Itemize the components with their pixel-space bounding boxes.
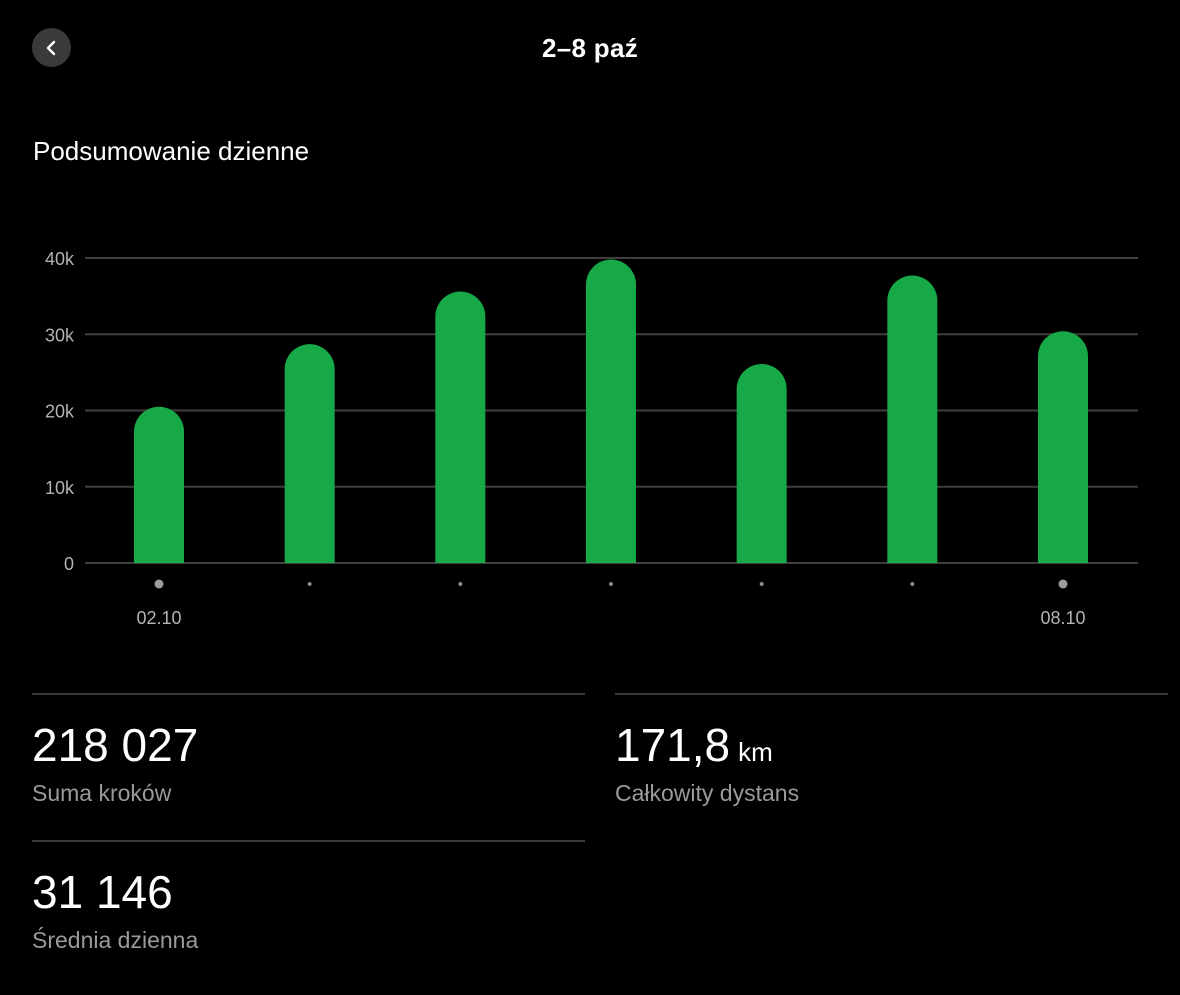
- total-steps-value: 218 027: [32, 719, 199, 771]
- x-tick-label: 02.10: [136, 608, 181, 628]
- y-tick-label: 0: [64, 554, 74, 574]
- x-tick-dot: [910, 582, 915, 586]
- stats-divider-top-left: [32, 693, 585, 695]
- total-steps-label: Suma kroków: [32, 780, 172, 806]
- bar-08.10[interactable]: [1038, 331, 1088, 563]
- back-button[interactable]: [32, 28, 71, 67]
- total-distance-value: 171,8: [615, 719, 731, 771]
- y-tick-label: 20k: [45, 402, 75, 422]
- bar-02.10[interactable]: [134, 406, 184, 563]
- bar-03.10[interactable]: [284, 344, 335, 563]
- y-tick-label: 40k: [45, 249, 75, 269]
- chevron-left-icon: [45, 40, 59, 56]
- x-axis-markers: [154, 579, 1068, 589]
- stat-total-distance: 171,8 km Całkowity dystans: [615, 722, 799, 807]
- daily-average-label: Średnia dzienna: [32, 927, 199, 953]
- y-axis-ticks: 0 10k 20k 30k 40k: [45, 249, 75, 574]
- stats-divider-middle-left: [32, 840, 585, 842]
- x-tick-dot: [307, 582, 312, 586]
- stats-divider-top-right: [615, 693, 1168, 695]
- x-axis-labels: 02.10 08.10: [136, 608, 1085, 628]
- total-distance-label: Całkowity dystans: [615, 780, 800, 806]
- page-title: 2–8 paź: [541, 33, 639, 63]
- total-distance-unit: km: [738, 737, 773, 767]
- bar-06.10[interactable]: [736, 363, 787, 563]
- stat-total-steps: 218 027 Suma kroków: [32, 722, 198, 807]
- bar-05.10[interactable]: [586, 259, 636, 563]
- x-tick-dot: [759, 582, 764, 586]
- bar-07.10[interactable]: [887, 275, 938, 563]
- stat-daily-average: 31 146 Średnia dzienna: [32, 869, 198, 954]
- y-tick-label: 10k: [45, 478, 75, 498]
- daily-steps-bar-chart: 0 10k 20k 30k 40k 02.10 08.10: [45, 249, 1138, 628]
- x-tick-dot: [609, 582, 613, 586]
- bar-04.10[interactable]: [435, 291, 486, 563]
- x-tick-dot: [458, 582, 463, 586]
- x-tick-label: 08.10: [1040, 608, 1085, 628]
- x-tick-dot: [154, 579, 164, 589]
- section-title: Podsumowanie dzienne: [33, 136, 310, 166]
- chart-bars: [134, 259, 1088, 563]
- x-tick-dot: [1058, 579, 1068, 589]
- total-distance-value-row: 171,8 km: [615, 722, 799, 768]
- daily-average-value: 31 146: [32, 866, 173, 918]
- y-tick-label: 30k: [45, 325, 75, 345]
